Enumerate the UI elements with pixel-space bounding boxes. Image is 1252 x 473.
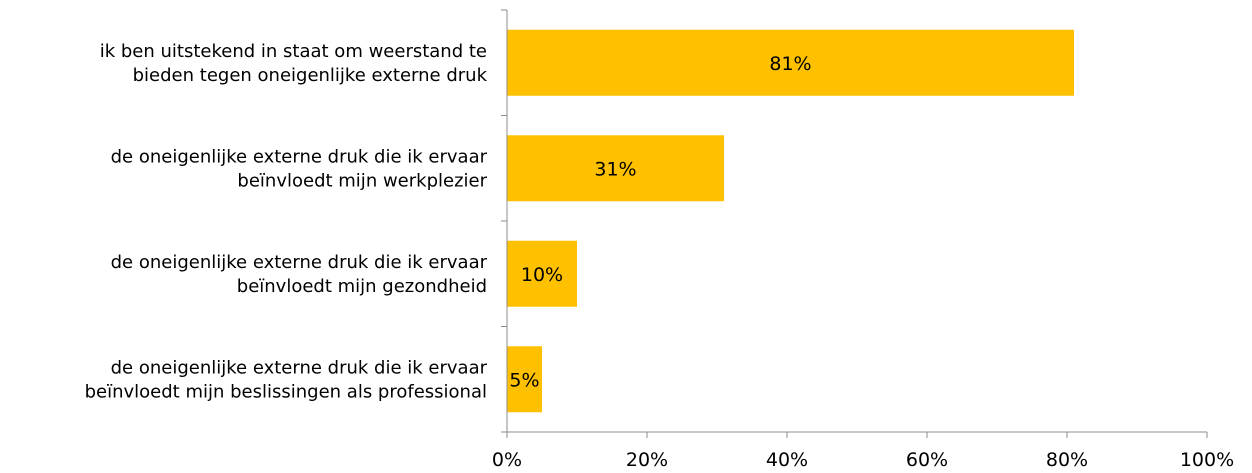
category-label-2: de oneigenlijke externe druk die ik erva… [111, 146, 488, 191]
category-label-4: de oneigenlijke externe druk die ik erva… [85, 357, 488, 402]
data-label-2: 31% [594, 158, 636, 180]
x-tick-label-5: 80% [1046, 449, 1088, 471]
x-tick-label-1: 0% [492, 449, 522, 471]
category-label-line: beïnvloedt mijn werkplezier [237, 170, 487, 191]
category-label-line: beïnvloedt mijn gezondheid [237, 276, 487, 297]
category-label-line: bieden tegen oneigenlijke externe druk [133, 65, 488, 86]
category-label-line: beïnvloedt mijn beslissingen als profess… [85, 381, 487, 402]
bar-1 [507, 29, 1074, 96]
category-label-1: ik ben uitstekend in staat om weerstand … [100, 41, 488, 86]
category-labels-group: ik ben uitstekend in staat om weerstand … [85, 41, 488, 403]
x-tick-label-6: 100% [1180, 449, 1234, 471]
category-label-line: ik ben uitstekend in staat om weerstand … [100, 41, 487, 62]
data-label-3: 10% [521, 264, 563, 286]
bars-group [507, 29, 1074, 413]
category-label-line: de oneigenlijke externe druk die ik erva… [111, 252, 488, 273]
data-label-1: 81% [769, 53, 811, 75]
bar-3 [507, 240, 577, 307]
category-label-line: de oneigenlijke externe druk die ik erva… [111, 146, 488, 167]
category-label-3: de oneigenlijke externe druk die ik erva… [111, 252, 488, 297]
bar-2 [507, 135, 724, 202]
x-tick-label-3: 40% [766, 449, 808, 471]
data-label-4: 5% [509, 369, 539, 391]
data-labels-group: 81% 31% 10% 5% [509, 53, 811, 392]
bar-4 [507, 346, 542, 413]
category-label-line: de oneigenlijke externe druk die ik erva… [111, 357, 488, 378]
axes-group [501, 9, 1208, 438]
x-tick-label-4: 60% [906, 449, 948, 471]
tick-labels-group: 0% 20% 40% 60% 80% 100% [492, 449, 1234, 471]
x-tick-label-2: 20% [626, 449, 668, 471]
